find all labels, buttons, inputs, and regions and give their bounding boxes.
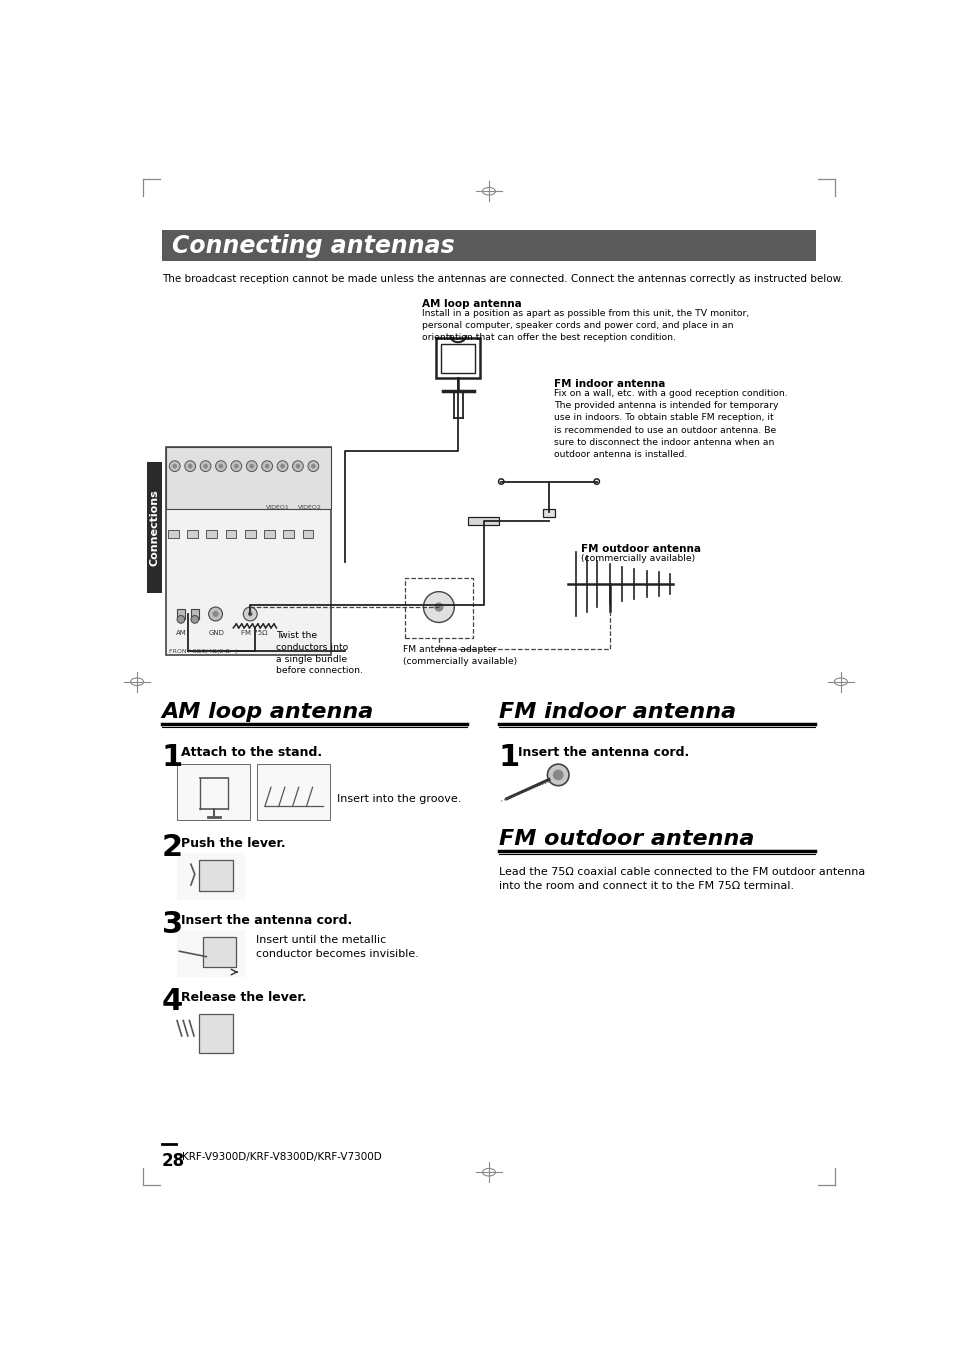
Text: FM antenna adapter
(commercially available): FM antenna adapter (commercially availab… [402,645,517,666]
Bar [198,860,233,891]
Text: Connecting antennas: Connecting antennas [172,234,455,258]
Text: FM outdoor antenna: FM outdoor antenna [580,544,700,554]
Text: FRONT 3ΩG/4Ω(8 Ω –): FRONT 3ΩG/4Ω(8 Ω –) [170,648,237,653]
Bar [283,531,294,537]
Bar [225,531,236,537]
Text: VIDEO1: VIDEO1 [265,505,289,510]
Circle shape [280,464,285,468]
Circle shape [185,460,195,471]
Circle shape [233,464,238,468]
Text: FM 75Ω: FM 75Ω [241,630,267,636]
Text: Insert into the groove.: Insert into the groove. [336,794,461,803]
Bar [166,447,331,509]
Circle shape [311,464,315,468]
Text: 1: 1 [498,743,519,772]
Bar [440,344,475,373]
Bar [187,531,197,537]
Bar [436,339,480,378]
Bar [542,509,555,517]
Circle shape [177,616,185,624]
Circle shape [265,464,269,468]
Bar [302,531,313,537]
Text: AM loop antenna: AM loop antenna [421,300,521,309]
Circle shape [248,612,253,617]
Bar [161,230,816,261]
Text: Insert the antenna cord.: Insert the antenna cord. [517,745,689,759]
Bar [405,578,473,637]
Text: Install in a position as apart as possible from this unit, the TV monitor,
perso: Install in a position as apart as possib… [421,309,748,343]
Circle shape [434,602,443,612]
Circle shape [203,464,208,468]
Text: GND: GND [209,630,224,636]
Circle shape [218,464,223,468]
Text: The broadcast reception cannot be made unless the antennas are connected. Connec: The broadcast reception cannot be made u… [161,274,842,284]
Text: FM outdoor antenna: FM outdoor antenna [498,829,754,849]
Circle shape [423,591,454,622]
Text: AM loop antenna: AM loop antenna [161,702,374,722]
Bar [177,609,185,620]
Text: Insert the antenna cord.: Insert the antenna cord. [181,914,352,926]
Bar [257,764,330,819]
Bar [264,531,274,537]
Bar [147,462,162,593]
Text: 1: 1 [161,743,183,772]
Text: Push the lever.: Push the lever. [181,837,285,849]
Bar [468,517,498,525]
Text: AM: AM [175,630,186,636]
Circle shape [246,460,257,471]
Circle shape [293,460,303,471]
Circle shape [215,460,226,471]
Text: FM indoor antenna: FM indoor antenna [498,702,736,722]
Text: FM indoor antenna: FM indoor antenna [554,379,665,389]
Circle shape [200,460,211,471]
Circle shape [209,608,222,621]
Text: 28: 28 [161,1152,185,1170]
Circle shape [261,460,273,471]
Text: Twist the
conductors into
a single bundle
before connection.: Twist the conductors into a single bundl… [275,630,362,675]
Bar [177,853,245,900]
Bar [203,937,235,967]
Bar [191,609,198,620]
Text: 2: 2 [161,833,183,863]
Circle shape [170,460,180,471]
Bar [168,531,178,537]
Circle shape [295,464,300,468]
Bar [166,447,331,655]
Bar [206,531,217,537]
Circle shape [243,608,257,621]
Circle shape [308,460,318,471]
Circle shape [231,460,241,471]
Circle shape [547,764,568,786]
Text: (commercially available): (commercially available) [580,554,695,563]
Circle shape [277,460,288,471]
Text: Lead the 75Ω coaxial cable connected to the FM outdoor antenna
into the room and: Lead the 75Ω coaxial cable connected to … [498,867,864,891]
Text: Connections: Connections [150,490,159,566]
Text: 3: 3 [161,910,183,940]
Text: Fix on a wall, etc. with a good reception condition.
The provided antenna is int: Fix on a wall, etc. with a good receptio… [554,389,787,459]
Bar [177,764,250,819]
Circle shape [213,612,218,617]
Text: VIDEO2: VIDEO2 [297,505,321,510]
Text: Release the lever.: Release the lever. [181,991,306,1003]
Bar [245,531,255,537]
Circle shape [249,464,253,468]
Circle shape [172,464,177,468]
Text: Attach to the stand.: Attach to the stand. [181,745,322,759]
Circle shape [188,464,193,468]
Text: 4: 4 [161,987,183,1017]
Bar [198,1014,233,1053]
Text: KRF-V9300D/KRF-V8300D/KRF-V7300D: KRF-V9300D/KRF-V8300D/KRF-V7300D [181,1152,381,1162]
Circle shape [552,769,563,780]
Circle shape [191,616,198,624]
Bar [177,930,245,977]
Text: Insert until the metallic
conductor becomes invisible.: Insert until the metallic conductor beco… [256,936,418,958]
